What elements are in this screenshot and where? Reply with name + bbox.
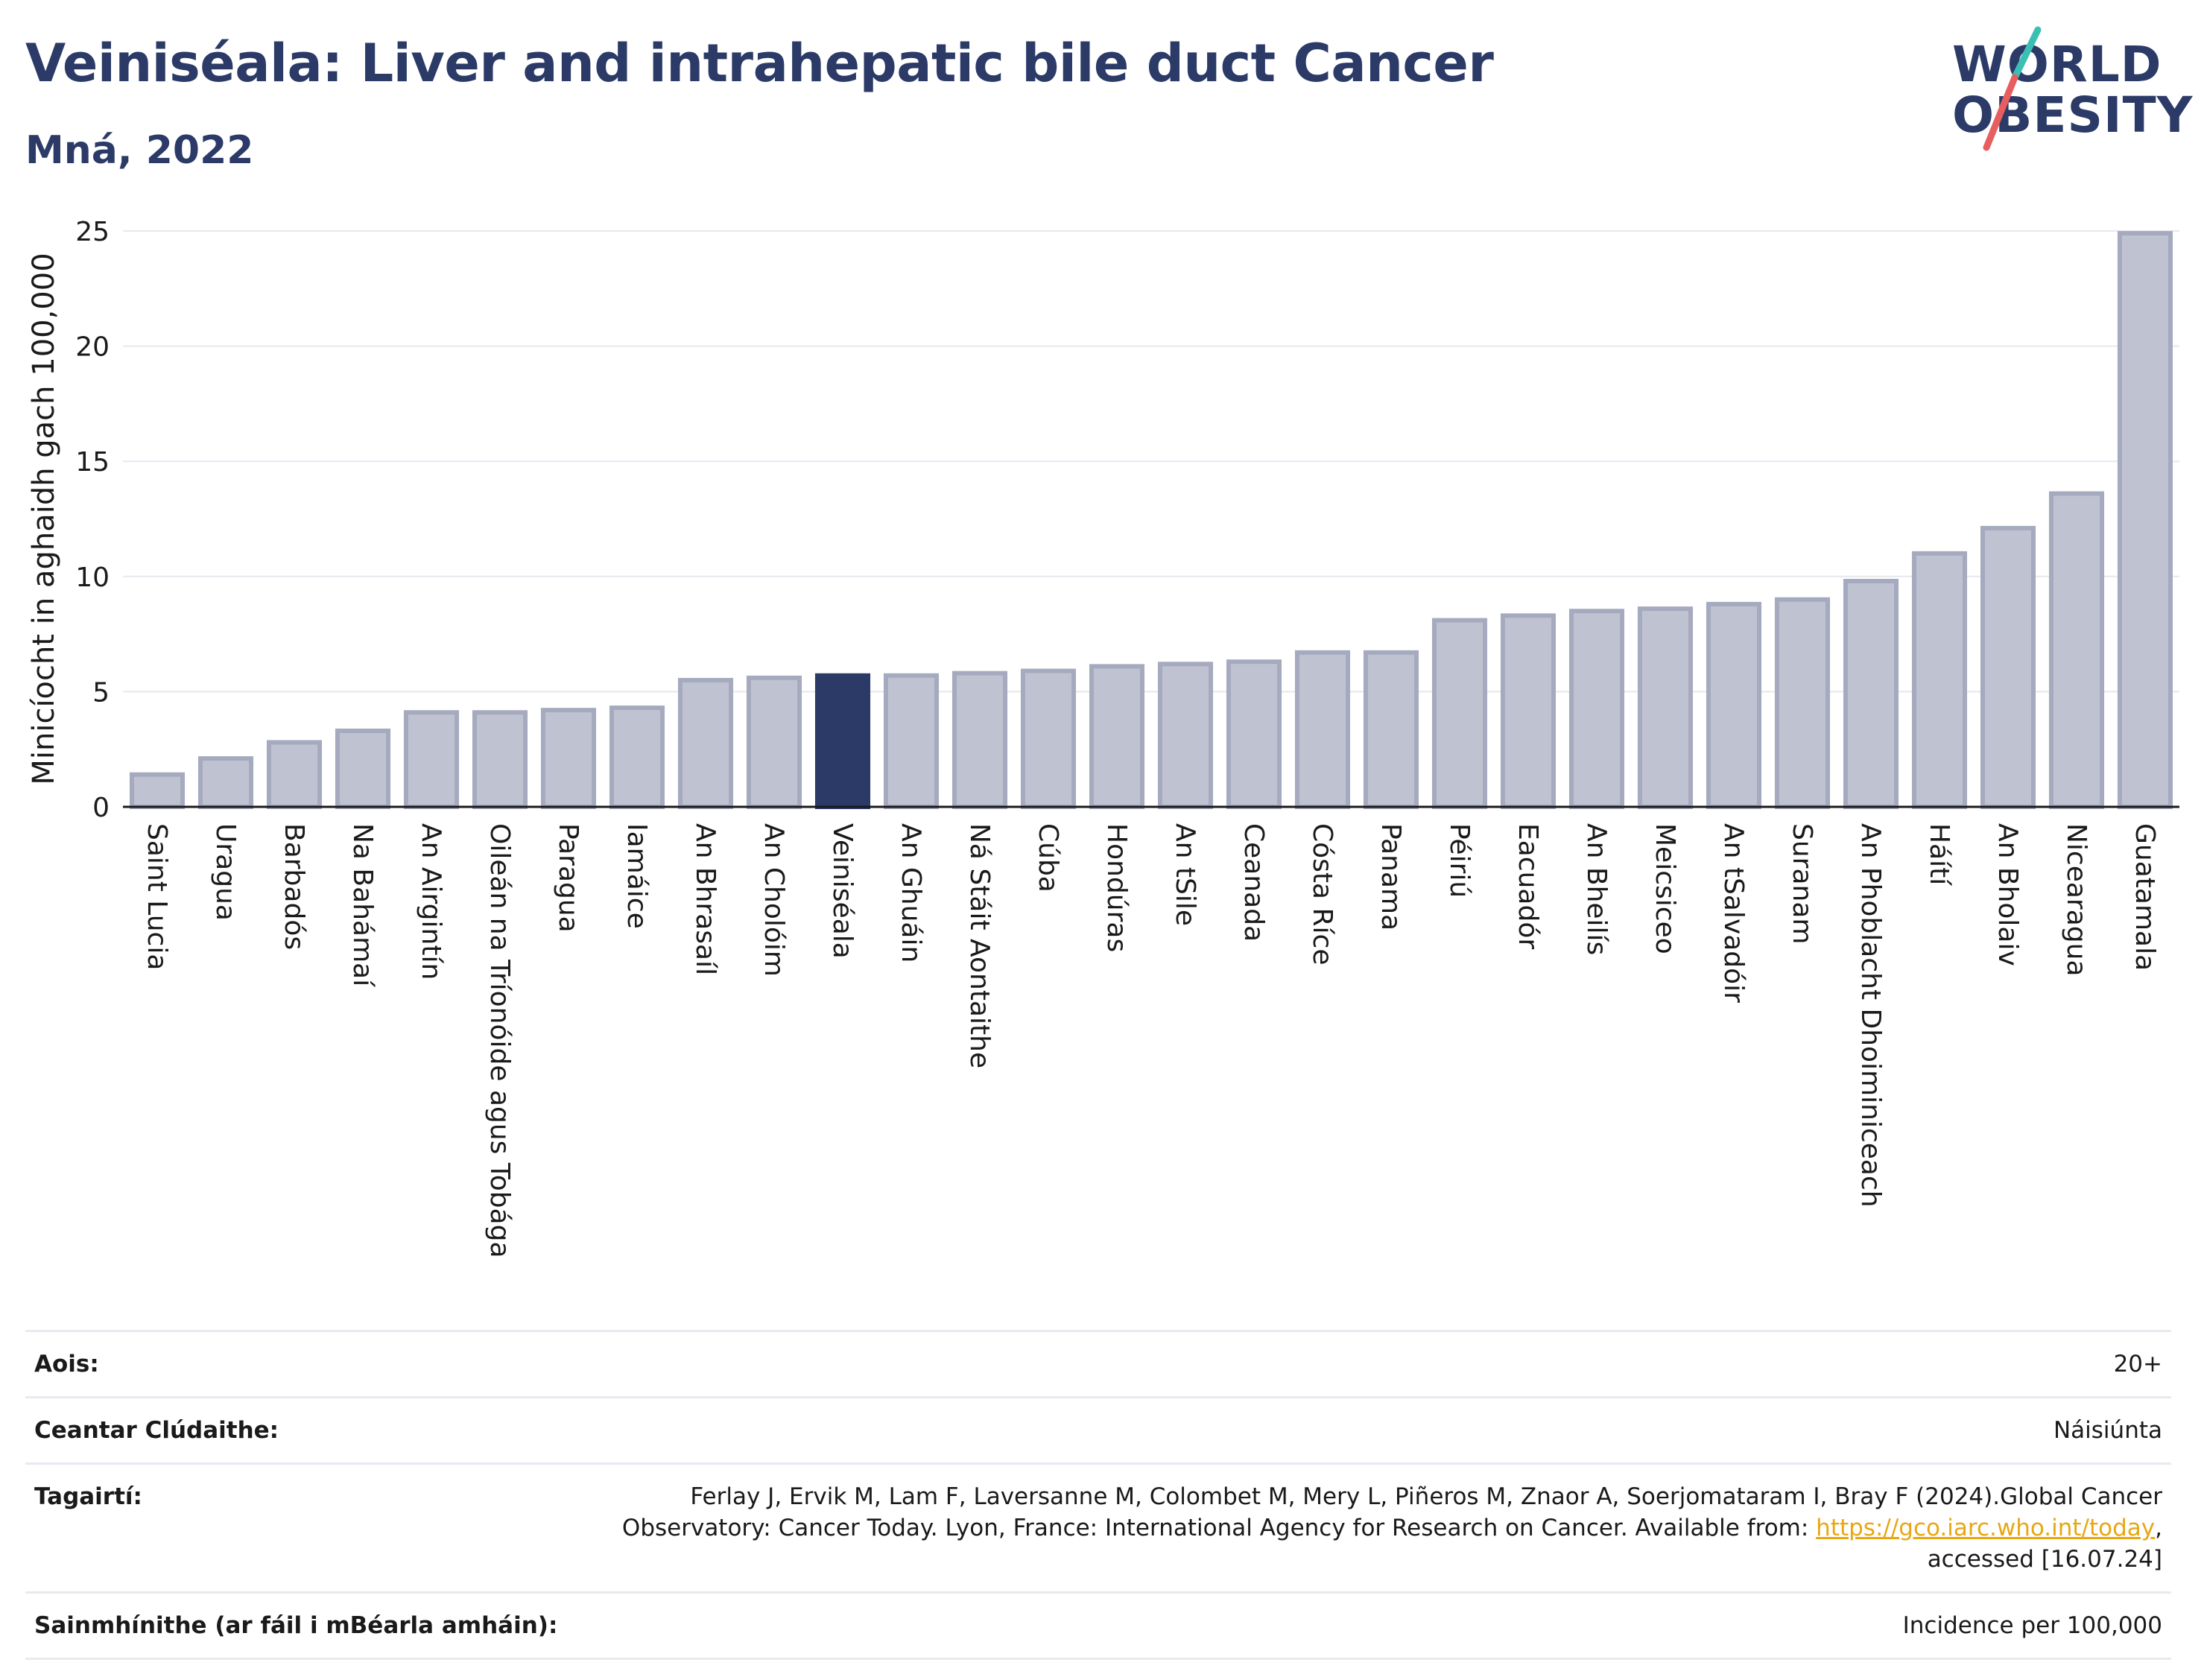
bar [1157, 662, 1214, 810]
bar [129, 772, 186, 809]
x-tick-label: Meicsiceo [1650, 823, 1680, 954]
x-tick-label: Suranam [1787, 823, 1817, 944]
y-tick-label: 0 [92, 793, 110, 823]
chart-bars [129, 231, 2173, 810]
logo-text-line1: WORLD [1952, 36, 2162, 93]
bar [1911, 551, 1968, 809]
x-tick-label: Saint Lucia [142, 823, 172, 970]
bar [540, 708, 597, 809]
x-tick-label: An tSalvadóir [1718, 823, 1749, 1003]
bar [1226, 659, 1282, 809]
bar [814, 673, 871, 809]
bar [1500, 613, 1557, 809]
chart-gridlines [123, 230, 2179, 693]
chart-title: Veiniséala: Liver and intrahepatic bile … [25, 33, 1494, 94]
y-tick-label: 5 [92, 677, 110, 708]
bar [951, 671, 1008, 809]
references-accessed: , accessed [16.07.24] [1927, 1515, 2162, 1573]
bar [266, 740, 323, 810]
x-axis-labels: Saint Lucia Uragua Barbadós Na Bahámaí An Ai… [142, 823, 2160, 1258]
x-tick-label: Ceanada [1238, 823, 1269, 942]
meta-row-area: Ceantar Clúdaithe: Náisiúnta [25, 1396, 2171, 1462]
bar [883, 673, 940, 809]
bar [335, 728, 391, 809]
x-tick-label: An Cholóim [759, 823, 789, 977]
area-label: Ceantar Clúdaithe: [34, 1417, 279, 1444]
bar [677, 677, 734, 809]
x-tick-label: Háítí [1924, 823, 1954, 886]
x-tick-label: Cúba [1033, 823, 1063, 893]
bar [472, 710, 528, 810]
references-value: Ferlay J, Ervik M, Lam F, Laversanne M, … [553, 1481, 2162, 1575]
bar [197, 756, 254, 809]
x-tick-label: Uragua [210, 823, 241, 921]
bar [1568, 609, 1625, 809]
x-tick-label: An Phoblacht Dhoiminiceach [1855, 823, 1886, 1208]
bar-chart: 0 5 10 15 20 25 Saint Lucia Uragua Barbadós Na B… [27, 217, 2179, 1258]
age-value: 20+ [2113, 1351, 2162, 1378]
bar [746, 675, 802, 810]
y-axis-label: Minicíocht in aghaidh gach 100,000 [27, 253, 61, 784]
references-label: Tagairtí: [34, 1483, 142, 1510]
x-tick-label: Ná Stáit Aontaithe [964, 823, 995, 1068]
metadata-table: Aois: 20+ Ceantar Clúdaithe: Náisiúnta T… [25, 1330, 2171, 1660]
x-tick-label: Guatamala [2129, 823, 2160, 971]
y-tick-label: 10 [75, 562, 110, 593]
x-tick-label: Eacuadór [1513, 823, 1543, 949]
y-tick-label: 15 [75, 447, 110, 478]
x-tick-label: An Bhrasaíl [690, 823, 721, 975]
x-tick-label: Barbadós [279, 823, 309, 950]
x-tick-label: Hondúras [1101, 823, 1132, 952]
bar [1294, 650, 1351, 809]
references-link[interactable]: https://gco.iarc.who.int/today [1816, 1515, 2156, 1541]
x-tick-label: Péiriú [1444, 823, 1475, 898]
x-tick-label: An Bheilís [1581, 823, 1612, 955]
references-text: Ferlay J, Ervik M, Lam F, Laversanne M, … [621, 1483, 2162, 1541]
bar [1363, 650, 1419, 809]
y-tick-label: 20 [75, 332, 110, 363]
x-tick-label: An tSile [1170, 823, 1200, 926]
bar [2048, 491, 2105, 809]
bar [1020, 668, 1077, 810]
bar [1843, 578, 1899, 809]
bar [403, 710, 460, 810]
bar [1706, 601, 1762, 809]
x-tick-label: Panama [1375, 823, 1406, 931]
x-tick-label: Na Bahámaí [347, 823, 378, 987]
bar [1431, 618, 1488, 809]
x-tick-label: Cósta Ríce [1307, 823, 1337, 966]
meta-row-references: Tagairtí: Ferlay J, Ervik M, Lam F, Lave… [25, 1462, 2171, 1591]
bar [1089, 664, 1145, 809]
age-label: Aois: [34, 1351, 99, 1378]
bar [609, 706, 665, 809]
bar [2117, 231, 2173, 810]
logo-slash-icon [1983, 26, 2042, 151]
x-tick-label: Iamáice [621, 823, 652, 929]
x-tick-label: Paragua [553, 823, 583, 933]
meta-row-definitions: Sainmhínithe (ar fáil i mBéarla amháin):… [25, 1591, 2171, 1660]
bar [1980, 525, 2036, 809]
bar [1637, 606, 1694, 809]
meta-row-age: Aois: 20+ [25, 1330, 2171, 1396]
x-tick-label: An Ghuáin [896, 823, 926, 963]
x-tick-label: An Bholaiv [1992, 823, 2023, 966]
x-tick-label: An Airgintín [416, 823, 446, 980]
world-obesity-logo: WORLD OBESITY [1937, 22, 2192, 156]
x-tick-label: Veiniséala [827, 823, 858, 959]
y-axis-ticks: 0 5 10 15 20 25 [75, 217, 110, 823]
definitions-label: Sainmhínithe (ar fáil i mBéarla amháin): [34, 1612, 558, 1639]
bar [1774, 597, 1831, 809]
definitions-value: Incidence per 100,000 [1902, 1612, 2162, 1639]
chart-subtitle: Mná, 2022 [25, 128, 254, 173]
area-value: Náisiúnta [2053, 1417, 2162, 1444]
x-tick-label: Oileán na Tríonóide agus Tobága [484, 823, 515, 1258]
x-tick-label: Nicearagua [2061, 823, 2091, 977]
y-tick-label: 25 [75, 217, 110, 247]
